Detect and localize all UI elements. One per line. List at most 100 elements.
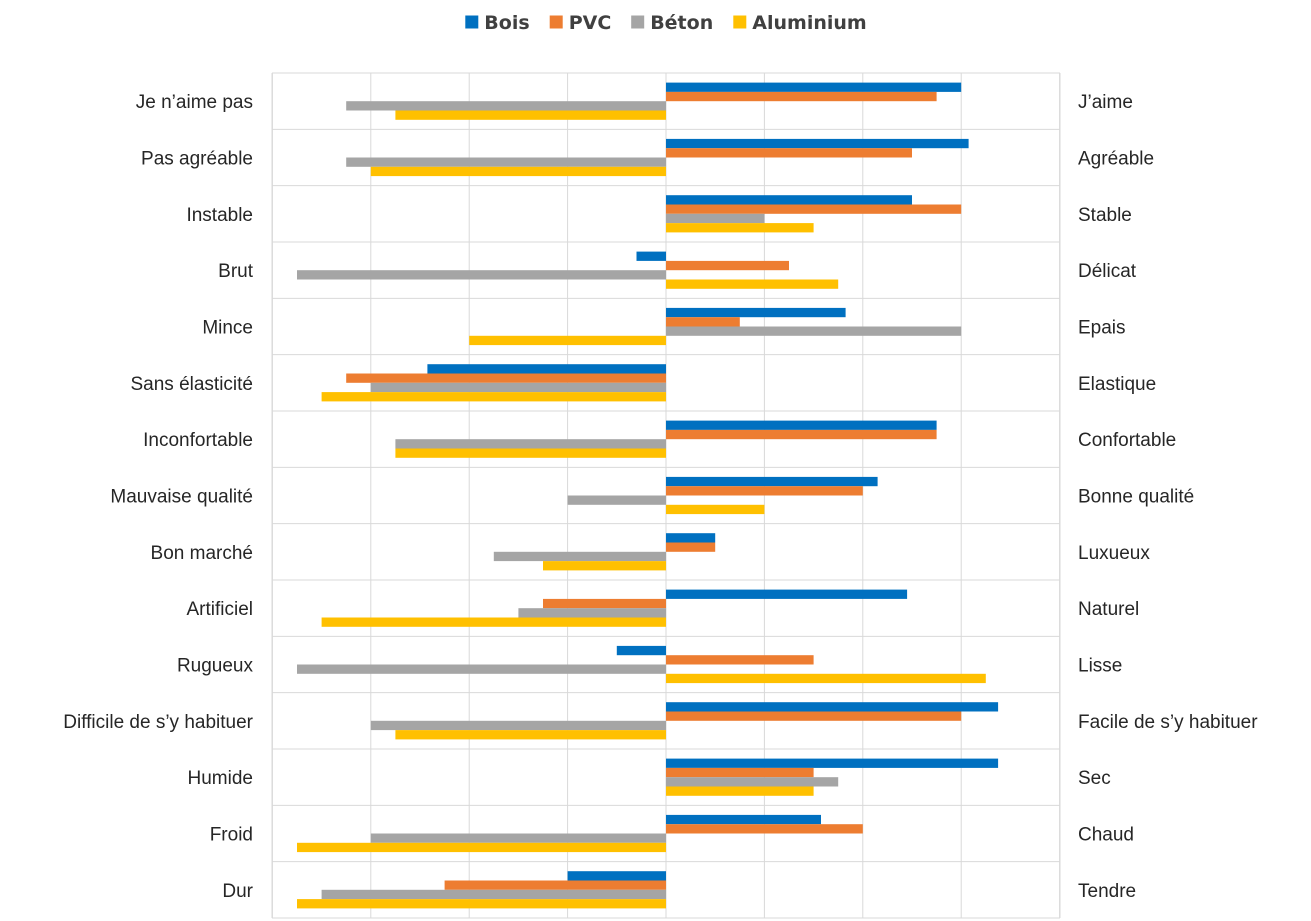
right-category-label: Elastique [1078, 374, 1156, 395]
bar-aluminium-5 [321, 392, 666, 402]
bar-bois-5 [427, 364, 666, 374]
right-category-label: Chaud [1078, 825, 1134, 846]
left-category-label: Je n’aime pas [136, 92, 253, 113]
bar-bois-6 [666, 420, 937, 430]
bar-aluminium-12 [666, 786, 814, 796]
left-category-label: Mince [202, 318, 253, 339]
left-category-label: Dur [222, 881, 253, 902]
bar-bton-7 [567, 495, 666, 505]
bar-pvc-1 [666, 148, 912, 158]
bar-pvc-13 [666, 824, 863, 834]
bar-bton-8 [493, 551, 666, 562]
bar-aluminium-3 [666, 279, 839, 289]
bar-bton-1 [346, 157, 666, 167]
left-category-labels: Je n’aime pas Pas agréable Instable Brut Min… [63, 92, 253, 902]
bar-pvc-5 [346, 373, 666, 383]
left-category-label: Pas agréable [141, 149, 253, 170]
bar-bton-3 [297, 270, 666, 280]
legend-swatch-pvc [549, 15, 563, 29]
bar-pvc-7 [666, 486, 863, 496]
bar-pvc-14 [444, 880, 666, 890]
bar-bton-4 [666, 326, 962, 336]
left-category-label: Froid [210, 825, 253, 846]
bar-bois-13 [666, 814, 821, 825]
bar-pvc-6 [666, 429, 937, 440]
bar-aluminium-14 [297, 899, 666, 909]
right-category-label: Confortable [1078, 430, 1176, 451]
bar-aluminium-4 [469, 335, 666, 346]
bar-bton-5 [370, 382, 666, 393]
bar-pvc-2 [666, 204, 962, 214]
bar-bton-2 [666, 213, 765, 224]
legend-label: Béton [650, 12, 713, 34]
bar-pvc-8 [666, 542, 716, 552]
bar-pvc-10 [666, 655, 814, 665]
left-category-label: Inconfortable [143, 430, 253, 451]
bar-aluminium-11 [395, 730, 666, 740]
legend-label: PVC [569, 12, 612, 34]
legend: Bois PVC Béton Aluminium [465, 12, 867, 34]
bar-bois-2 [666, 195, 912, 205]
bar-aluminium-6 [395, 448, 666, 458]
bar-bton-13 [370, 833, 666, 843]
bar-bois-0 [666, 82, 962, 92]
legend-label: Bois [484, 12, 529, 34]
right-category-label: J’aime [1078, 92, 1133, 113]
bar-pvc-4 [666, 317, 740, 327]
bar-bton-11 [370, 720, 666, 731]
right-category-label: Facile de s’y habituer [1078, 712, 1258, 733]
bar-bton-9 [518, 608, 666, 618]
bar-pvc-0 [666, 91, 937, 102]
legend-swatch-bton [631, 15, 645, 29]
left-category-label: Instable [186, 205, 253, 226]
right-category-label: Epais [1078, 318, 1126, 339]
bar-bois-3 [636, 251, 666, 261]
right-category-labels: J’aime Agréable Stable Délicat Epais Elastiqu… [1078, 92, 1258, 902]
left-category-label: Difficile de s’y habituer [63, 712, 253, 733]
bar-pvc-11 [666, 711, 962, 721]
left-category-label: Humide [188, 768, 253, 789]
bar-aluminium-2 [666, 223, 814, 233]
left-category-label: Sans élasticité [130, 374, 253, 395]
bar-aluminium-0 [395, 110, 666, 120]
bar-bton-10 [297, 664, 666, 674]
bar-bton-6 [395, 439, 666, 449]
bar-bois-7 [666, 476, 878, 487]
left-category-label: Bon marché [151, 543, 253, 564]
bar-pvc-3 [666, 260, 789, 271]
bars [297, 82, 999, 909]
bar-bois-9 [666, 589, 908, 599]
bar-aluminium-7 [666, 504, 765, 515]
bar-bton-14 [321, 889, 666, 900]
bar-aluminium-8 [543, 561, 666, 571]
right-category-label: Lisse [1078, 656, 1122, 677]
bar-bois-12 [666, 758, 999, 768]
bar-bton-0 [346, 101, 666, 111]
legend-swatch-bois [465, 15, 479, 29]
bar-bois-14 [567, 871, 666, 881]
bar-bois-11 [666, 702, 999, 712]
left-category-label: Rugueux [177, 656, 254, 677]
bar-bois-8 [666, 533, 716, 543]
bar-aluminium-9 [321, 617, 666, 627]
left-category-label: Artificiel [186, 599, 253, 620]
right-category-label: Stable [1078, 205, 1132, 226]
right-category-label: Délicat [1078, 261, 1137, 282]
bar-bton-12 [666, 777, 839, 787]
right-category-label: Agréable [1078, 149, 1154, 170]
right-category-label: Luxueux [1078, 543, 1150, 564]
legend-swatch-aluminium [733, 15, 747, 29]
right-category-label: Tendre [1078, 881, 1136, 902]
right-category-label: Bonne qualité [1078, 487, 1194, 508]
bar-pvc-9 [543, 598, 666, 609]
bar-aluminium-1 [370, 166, 666, 177]
bar-pvc-12 [666, 767, 814, 778]
bar-bois-10 [616, 645, 666, 656]
bar-bois-4 [666, 307, 846, 318]
legend-label: Aluminium [752, 12, 866, 34]
right-category-label: Sec [1078, 768, 1111, 789]
bar-aluminium-10 [666, 673, 986, 684]
left-category-label: Mauvaise qualité [110, 487, 253, 508]
left-category-label: Brut [218, 261, 254, 282]
